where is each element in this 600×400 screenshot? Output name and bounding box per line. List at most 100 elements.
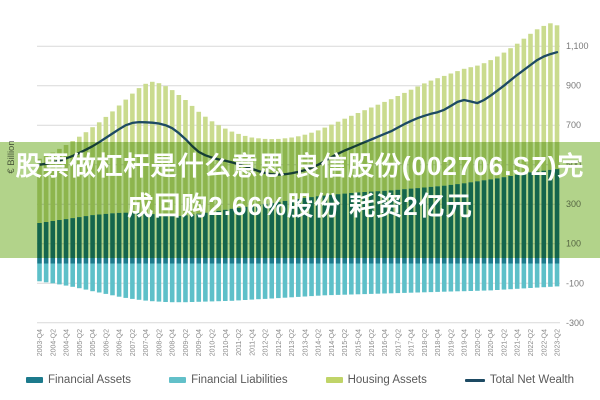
legend-item-financial-assets: Financial Assets bbox=[25, 374, 132, 386]
housing-assets-bar bbox=[475, 65, 480, 182]
housing-assets-bar bbox=[203, 116, 208, 213]
financial-assets-bar bbox=[388, 190, 394, 264]
financial-assets-bar bbox=[196, 213, 202, 264]
housing-assets-bar bbox=[488, 60, 493, 180]
financial-liabilities-bar bbox=[262, 263, 268, 299]
housing-assets-bar bbox=[136, 88, 142, 213]
financial-liabilities-bar bbox=[302, 263, 308, 297]
y-tick-label: 500 bbox=[566, 160, 581, 170]
financial-liabilities-bar bbox=[123, 263, 129, 298]
housing-assets-bar bbox=[501, 52, 507, 178]
financial-liabilities-bar bbox=[96, 263, 102, 293]
housing-assets-bar bbox=[103, 116, 109, 214]
legend-label: Financial Assets bbox=[47, 374, 132, 386]
housing-assets-bar bbox=[70, 141, 75, 218]
financial-assets-bar bbox=[156, 214, 162, 264]
housing-assets-bar bbox=[508, 48, 513, 177]
housing-assets-bar bbox=[468, 67, 474, 183]
housing-assets-bar bbox=[375, 104, 381, 192]
financial-assets-bar bbox=[315, 196, 321, 264]
financial-assets-bar bbox=[541, 170, 547, 264]
financial-assets-bar bbox=[422, 187, 427, 264]
financial-assets-bar bbox=[236, 207, 241, 264]
housing-assets-bar bbox=[349, 115, 354, 193]
financial-assets-bar bbox=[103, 213, 109, 264]
financial-liabilities-bar bbox=[408, 263, 414, 293]
x-tick-label: 2018-Q2 bbox=[422, 329, 429, 356]
x-tick-label: 2011-Q4 bbox=[249, 329, 256, 356]
financial-assets-bar bbox=[448, 184, 454, 264]
housing-assets-bar bbox=[455, 71, 460, 185]
x-tick-label: 2015-Q2 bbox=[342, 329, 349, 356]
housing-assets-bar bbox=[169, 90, 175, 217]
financial-assets-bar bbox=[468, 182, 474, 264]
financial-liabilities-bar bbox=[402, 263, 407, 293]
financial-assets-bar bbox=[508, 176, 513, 264]
housing-assets-bar bbox=[495, 56, 500, 179]
financial-assets-bar bbox=[329, 194, 334, 264]
housing-assets-bar bbox=[116, 105, 122, 213]
financial-assets-bar bbox=[276, 201, 281, 264]
financial-assets-bar bbox=[116, 212, 122, 264]
financial-liabilities-bar bbox=[83, 263, 89, 290]
housing-assets-bar bbox=[428, 80, 434, 187]
y-tick-label: 300 bbox=[566, 199, 581, 209]
housing-assets-bar bbox=[83, 132, 89, 217]
financial-assets-bar bbox=[90, 215, 95, 264]
financial-liabilities-bar bbox=[322, 263, 328, 296]
financial-liabilities-bar bbox=[70, 263, 75, 287]
x-tick-label: 2021-Q2 bbox=[501, 329, 508, 356]
financial-assets-bar bbox=[216, 210, 221, 264]
financial-liabilities-bar bbox=[349, 263, 354, 295]
financial-assets-swatch-icon bbox=[25, 377, 43, 383]
financial-assets-bar bbox=[256, 204, 261, 264]
x-tick-label: 2013-Q4 bbox=[302, 329, 309, 356]
financial-liabilities-bar bbox=[548, 263, 553, 287]
x-tick-label: 2018-Q4 bbox=[435, 329, 442, 356]
financial-assets-bar bbox=[189, 214, 195, 264]
housing-assets-bar bbox=[402, 92, 407, 190]
financial-assets-bar bbox=[123, 212, 129, 264]
x-tick-label: 2019-Q4 bbox=[462, 329, 469, 356]
financial-assets-bar bbox=[335, 194, 341, 264]
housing-assets-bar bbox=[548, 23, 553, 170]
x-tick-label: 2008-Q4 bbox=[170, 329, 177, 356]
financial-liabilities-bar bbox=[342, 263, 348, 295]
housing-assets-bar bbox=[143, 83, 148, 214]
housing-assets-bar bbox=[156, 83, 162, 215]
financial-liabilities-bar bbox=[415, 263, 420, 293]
housing-assets-bar bbox=[249, 137, 255, 206]
financial-assets-bar bbox=[222, 209, 228, 264]
y-tick-label: -300 bbox=[566, 318, 584, 328]
financial-assets-bar bbox=[229, 208, 235, 264]
housing-assets-bar bbox=[355, 113, 361, 193]
financial-assets-bar bbox=[528, 172, 533, 264]
financial-assets-bar bbox=[368, 191, 374, 264]
housing-assets-bar bbox=[163, 86, 168, 216]
financial-liabilities-bar bbox=[335, 263, 341, 295]
financial-assets-bar bbox=[57, 220, 62, 264]
x-tick-label: 2003-Q4 bbox=[37, 329, 44, 356]
financial-liabilities-bar bbox=[103, 263, 109, 294]
housing-assets-bar bbox=[441, 75, 447, 186]
housing-assets-bar bbox=[222, 128, 228, 210]
financial-assets-bar bbox=[488, 179, 493, 264]
housing-assets-bar bbox=[183, 100, 188, 216]
financial-liabilities-bar bbox=[514, 263, 520, 289]
x-tick-label: 2008-Q2 bbox=[156, 329, 163, 356]
legend-item-total-net-wealth: Total Net Wealth bbox=[464, 374, 574, 386]
financial-assets-bar bbox=[441, 185, 447, 264]
financial-liabilities-bar bbox=[422, 263, 427, 293]
housing-assets-bar bbox=[514, 43, 520, 175]
financial-liabilities-bar bbox=[355, 263, 361, 295]
housing-assets-bar bbox=[96, 122, 102, 215]
x-tick-label: 2005-Q2 bbox=[77, 329, 84, 356]
financial-liabilities-bar bbox=[495, 263, 500, 290]
housing-assets-bar bbox=[335, 121, 341, 195]
financial-liabilities-bar bbox=[534, 263, 540, 288]
y-tick-label: 100 bbox=[566, 239, 581, 249]
financial-liabilities-bar bbox=[475, 263, 480, 291]
financial-assets-bar bbox=[302, 197, 308, 264]
x-tick-label: 2005-Q4 bbox=[90, 329, 97, 356]
